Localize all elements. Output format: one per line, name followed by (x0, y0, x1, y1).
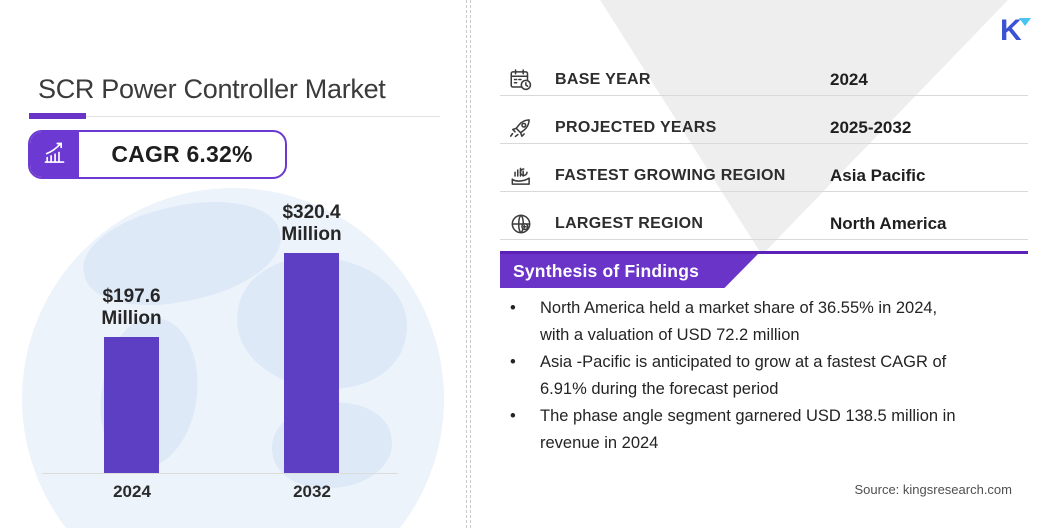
fact-value: Asia Pacific (830, 166, 926, 185)
finding-line: Asia -Pacific is anticipated to grow at … (540, 353, 947, 371)
finding-line: North America held a market share of 36.… (540, 299, 938, 317)
row-divider (500, 95, 1028, 96)
title-underline-accent (29, 113, 86, 119)
cagr-badge: CAGR 6.32% (28, 130, 287, 179)
logo-triangle-icon (1019, 18, 1031, 26)
fact-label: PROJECTED YEARS (555, 119, 717, 136)
x-axis-line (42, 473, 398, 474)
fact-value: North America (830, 214, 947, 233)
fact-row-base-year: BASE YEAR 2024 (500, 56, 1028, 104)
globe-icon (507, 210, 535, 238)
finding-line: revenue in 2024 (540, 434, 659, 452)
bullet-icon: • (510, 353, 516, 371)
x-tick-2024: 2024 (113, 482, 151, 501)
fact-row-largest-region: LARGEST REGION North America (500, 200, 1028, 248)
bar-group-2032: $320.4 Million (281, 202, 342, 473)
fact-value: 2025-2032 (830, 118, 912, 137)
cagr-label: CAGR 6.32% (111, 141, 253, 167)
finding-line: The phase angle segment garnered USD 138… (540, 407, 956, 425)
growth-chart-icon (41, 139, 68, 171)
page-title: SCR Power Controller Market (38, 74, 386, 104)
market-bar-chart: $197.6 Million $320.4 Million 2024 2032 (0, 0, 469, 528)
bar-2024 (104, 337, 159, 473)
fact-label: FASTEST GROWING REGION (555, 167, 786, 184)
source-attribution: Source: kingsresearch.com (854, 482, 1012, 497)
panel-divider-dashed (466, 0, 471, 528)
kingsresearch-logo: K (1000, 14, 1034, 50)
finding-item: • Asia -Pacific is anticipated to grow a… (506, 349, 1018, 403)
finding-line: 6.91% during the forecast period (540, 380, 779, 398)
banner-top-line (500, 251, 1028, 254)
calendar-clock-icon (507, 66, 535, 94)
synthesis-heading: Synthesis of Findings (513, 260, 700, 281)
bar-value-label: $320.4 Million (281, 202, 342, 245)
fact-label: LARGEST REGION (555, 215, 704, 232)
rocket-icon (507, 114, 535, 142)
title-underline (29, 116, 440, 117)
finding-item: • North America held a market share of 3… (506, 295, 1018, 349)
row-divider (500, 191, 1028, 192)
fact-label: BASE YEAR (555, 71, 651, 88)
findings-list: • North America held a market share of 3… (506, 295, 1018, 457)
growth-hand-icon (507, 162, 535, 190)
bar-2032 (284, 253, 339, 473)
finding-item: • The phase angle segment garnered USD 1… (506, 403, 1018, 457)
cagr-iconbox (30, 132, 79, 177)
fact-value: 2024 (830, 70, 868, 89)
fact-row-fastest-growing-region: FASTEST GROWING REGION Asia Pacific (500, 152, 1028, 200)
x-tick-2032: 2032 (293, 482, 331, 501)
bar-group-2024: $197.6 Million (101, 286, 162, 473)
bar-value-label: $197.6 Million (101, 286, 162, 329)
fact-row-projected-years: PROJECTED YEARS 2025-2032 (500, 104, 1028, 152)
row-divider (500, 143, 1028, 144)
bullet-icon: • (510, 407, 516, 425)
world-map-background (22, 186, 444, 528)
row-divider (500, 239, 1028, 240)
bullet-icon: • (510, 299, 516, 317)
synthesis-banner: Synthesis of Findings (500, 254, 758, 288)
logo-letter: K (1000, 14, 1022, 47)
finding-line: with a valuation of USD 72.2 million (540, 326, 800, 344)
